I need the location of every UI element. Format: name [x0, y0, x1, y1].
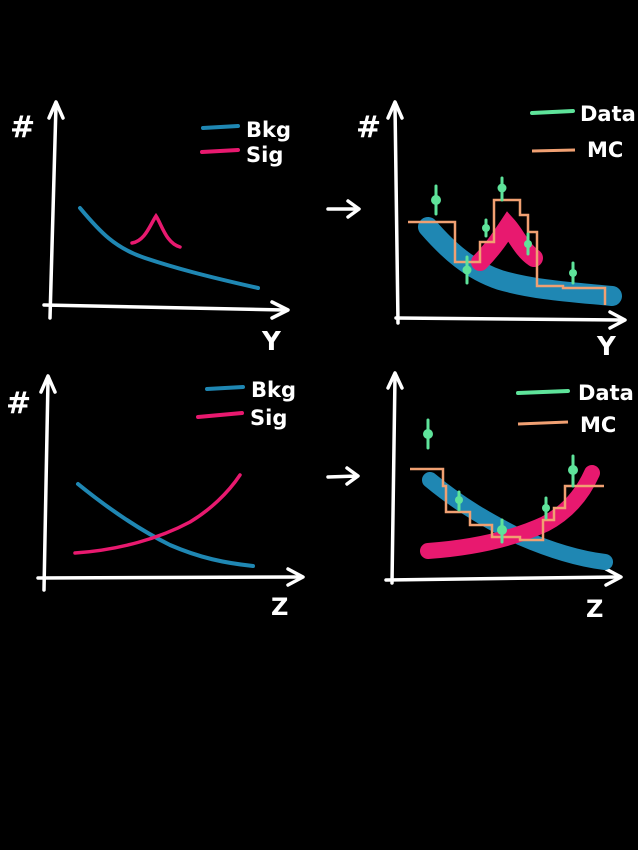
data-points	[423, 418, 578, 544]
legend-bkg-swatch	[205, 385, 245, 391]
x-axis-label: Y	[261, 327, 282, 357]
y-axis	[48, 103, 58, 320]
y-axis-label: #	[10, 110, 35, 145]
legend-bkg-label: Bkg	[251, 378, 296, 402]
y-axis	[42, 378, 50, 592]
legend: Bkg Sig	[196, 378, 296, 430]
panel-top-right: # Y Data MC	[356, 100, 636, 362]
legend: Data MC	[530, 102, 636, 162]
legend-sig-swatch	[196, 411, 244, 419]
x-axis	[384, 575, 620, 582]
arrow-icon	[326, 466, 360, 486]
legend: Data MC	[516, 381, 634, 437]
sig-band	[420, 465, 600, 559]
legend-mc-swatch	[517, 420, 569, 426]
x-axis-label: Z	[586, 595, 603, 623]
panel-top-left: # Y Bkg Sig	[10, 100, 291, 357]
data-point	[431, 184, 441, 216]
legend-mc-label: MC	[587, 138, 623, 162]
data-point	[569, 261, 577, 285]
y-axis-arrowhead	[39, 374, 57, 394]
legend-data-swatch	[516, 389, 570, 395]
y-axis	[390, 374, 397, 585]
x-axis-label: Z	[271, 593, 288, 621]
legend-bkg-label: Bkg	[246, 118, 291, 142]
bkg-band	[418, 217, 622, 306]
x-axis	[42, 303, 287, 312]
panel-bottom-left: # Z Bkg Sig	[6, 374, 305, 621]
legend-data-label: Data	[578, 381, 634, 405]
y-axis-label: #	[6, 386, 31, 421]
arrow-icon	[326, 199, 361, 219]
panel-bottom-right: Z Data MC	[384, 371, 634, 623]
data-point	[542, 496, 550, 520]
legend-mc-label: MC	[580, 413, 616, 437]
x-axis-arrowhead	[286, 567, 305, 587]
legend-mc-swatch	[531, 148, 576, 153]
sig-curve	[73, 473, 242, 555]
data-point	[455, 490, 463, 512]
y-axis-arrowhead	[386, 371, 404, 390]
x-axis	[36, 575, 302, 580]
sig-band	[471, 211, 543, 271]
legend-sig-swatch	[200, 148, 240, 154]
data-point	[462, 255, 472, 285]
y-axis	[393, 103, 400, 325]
legend-bkg-swatch	[201, 124, 240, 130]
sig-peak	[130, 212, 182, 249]
transition-arrow-bottom	[326, 466, 360, 486]
mc-histogram	[410, 467, 604, 542]
y-axis-arrowhead	[386, 100, 404, 120]
y-axis-label: #	[356, 110, 381, 145]
data-point	[423, 418, 433, 450]
data-point	[497, 176, 507, 202]
data-point	[568, 454, 578, 488]
transition-arrow-top	[326, 199, 361, 219]
data-point	[482, 218, 490, 238]
x-axis-label: Y	[596, 332, 617, 362]
mc-histogram	[408, 198, 607, 305]
legend: Bkg Sig	[200, 118, 291, 167]
bkg-curve	[76, 482, 255, 568]
x-axis	[394, 316, 624, 322]
y-axis-arrowhead	[47, 100, 65, 120]
x-axis-arrowhead	[608, 310, 627, 330]
data-point	[497, 518, 507, 544]
x-axis-arrowhead	[270, 300, 290, 320]
x-axis-arrowhead	[604, 567, 623, 587]
legend-data-label: Data	[580, 102, 636, 126]
data-points	[431, 176, 577, 285]
legend-data-swatch	[530, 109, 575, 115]
data-point	[524, 232, 532, 256]
bkg-curve	[78, 206, 260, 290]
legend-sig-label: Sig	[246, 143, 283, 167]
legend-sig-label: Sig	[250, 406, 287, 430]
